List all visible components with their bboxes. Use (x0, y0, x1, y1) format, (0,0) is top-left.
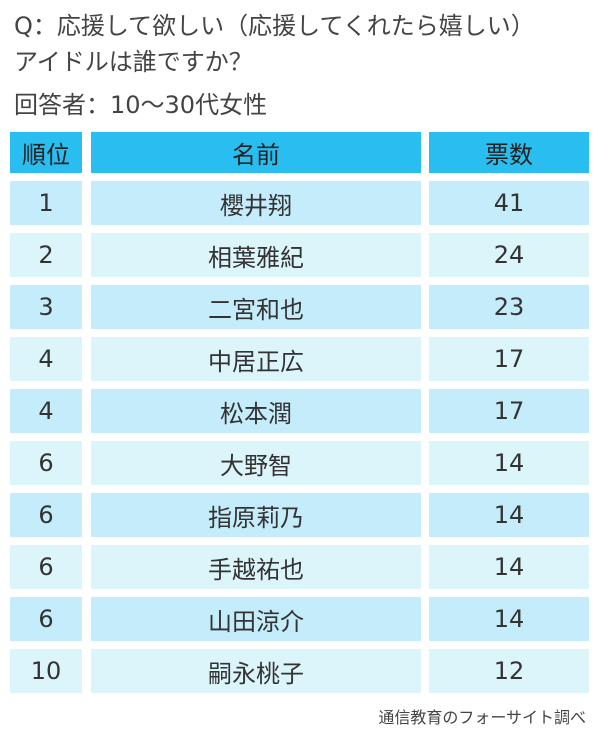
name-cell: 山田涼介 (91, 597, 421, 641)
name-cell: 大野智 (91, 441, 421, 485)
votes-cell: 14 (429, 545, 589, 589)
votes-cell: 41 (429, 181, 589, 225)
rank-cell: 6 (10, 597, 82, 641)
rank-cell: 6 (10, 545, 82, 589)
votes-cell: 24 (429, 233, 589, 277)
respondents: 回答者：10～30代女性 (14, 91, 268, 119)
name-cell: 中居正広 (91, 337, 421, 381)
name-cell: 指原莉乃 (91, 493, 421, 537)
table-row: 1 櫻井翔 41 (10, 181, 589, 225)
source-note: 通信教育のフォーサイト調べ (378, 708, 586, 727)
votes-cell: 14 (429, 597, 589, 641)
rank-cell: 2 (10, 233, 82, 277)
table-row: 10 嗣永桃子 12 (10, 649, 589, 693)
table-row: 2 相葉雅紀 24 (10, 233, 589, 277)
header-name: 名前 (91, 132, 421, 173)
name-cell: 松本潤 (91, 389, 421, 433)
rank-cell: 6 (10, 441, 82, 485)
table-row: 3 二宮和也 23 (10, 285, 589, 329)
table-header: 順位 名前 票数 (10, 132, 589, 173)
name-cell: 嗣永桃子 (91, 649, 421, 693)
rank-cell: 4 (10, 337, 82, 381)
name-cell: 相葉雅紀 (91, 233, 421, 277)
ranking-table: 順位 名前 票数 1 櫻井翔 41 2 相葉雅紀 24 3 二宮和也 23 4 中居正広 17 4 松本潤… (10, 132, 589, 701)
header-rank: 順位 (10, 132, 82, 173)
table-row: 6 山田涼介 14 (10, 597, 589, 641)
name-cell: 手越祐也 (91, 545, 421, 589)
votes-cell: 12 (429, 649, 589, 693)
rank-cell: 6 (10, 493, 82, 537)
votes-cell: 23 (429, 285, 589, 329)
name-cell: 櫻井翔 (91, 181, 421, 225)
question-line-2: アイドルは誰ですか？ (14, 48, 253, 76)
question: Q：応援して欲しい（応援してくれたら嬉しい） アイドルは誰ですか？ (14, 8, 535, 80)
table-row: 4 松本潤 17 (10, 389, 589, 433)
rank-cell: 1 (10, 181, 82, 225)
votes-cell: 17 (429, 337, 589, 381)
table-row: 6 手越祐也 14 (10, 545, 589, 589)
rank-cell: 10 (10, 649, 82, 693)
name-cell: 二宮和也 (91, 285, 421, 329)
rank-cell: 4 (10, 389, 82, 433)
votes-cell: 17 (429, 389, 589, 433)
votes-cell: 14 (429, 493, 589, 537)
table-row: 6 大野智 14 (10, 441, 589, 485)
votes-cell: 14 (429, 441, 589, 485)
header-votes: 票数 (429, 132, 589, 173)
rank-cell: 3 (10, 285, 82, 329)
table-row: 6 指原莉乃 14 (10, 493, 589, 537)
question-line-1: Q：応援して欲しい（応援してくれたら嬉しい） (14, 12, 535, 40)
table-row: 4 中居正広 17 (10, 337, 589, 381)
